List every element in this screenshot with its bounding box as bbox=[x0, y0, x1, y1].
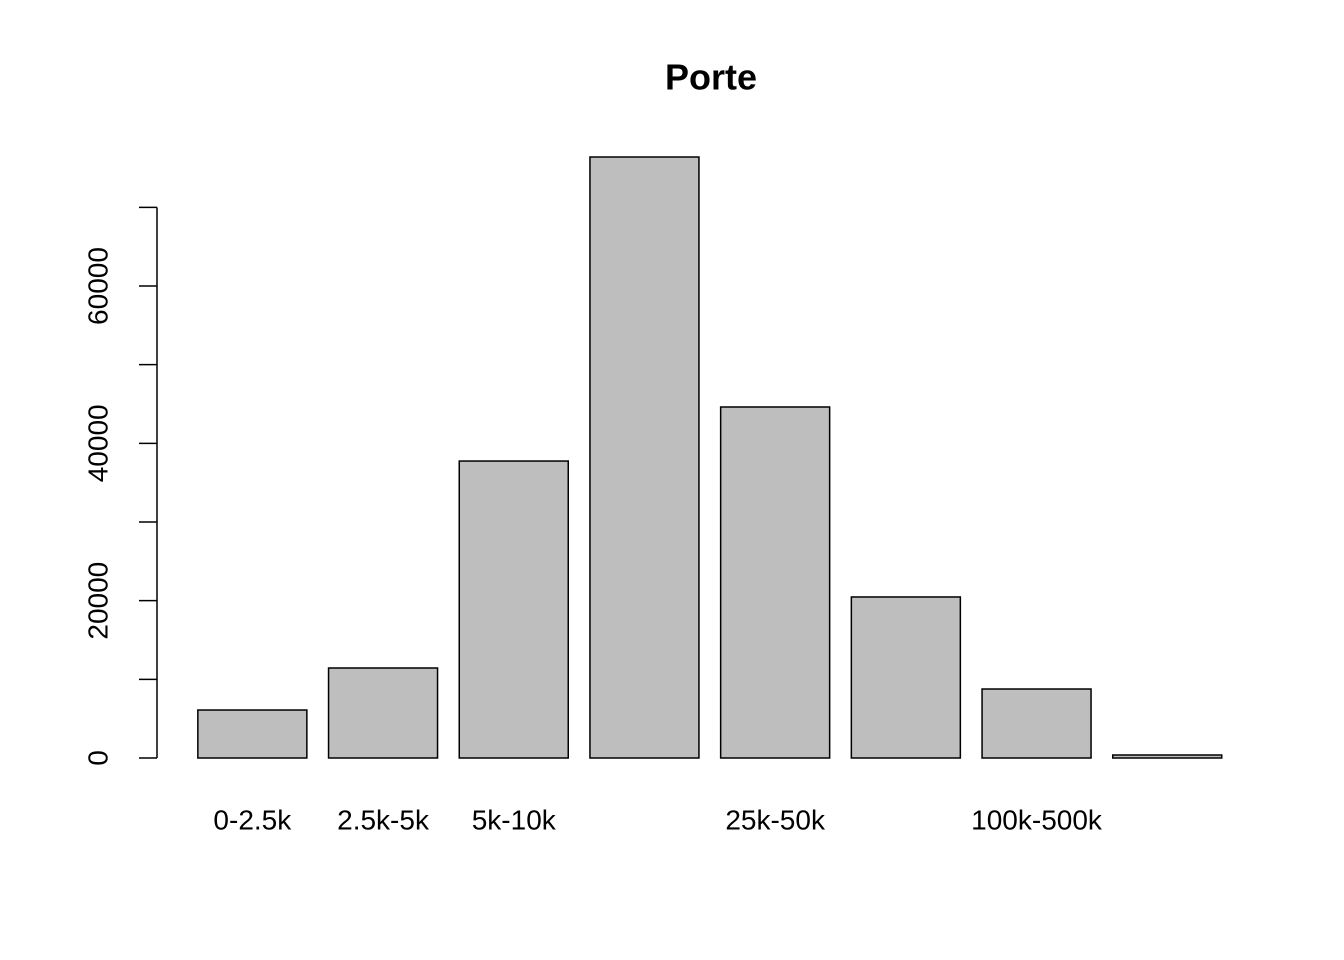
x-tick-label: 25k-50k bbox=[725, 804, 826, 835]
bar bbox=[197, 709, 308, 759]
bar bbox=[458, 460, 569, 759]
bar bbox=[981, 688, 1092, 759]
y-tick-label: 40000 bbox=[82, 404, 113, 482]
x-tick-label: 2.5k-5k bbox=[337, 804, 430, 835]
bar bbox=[589, 156, 700, 759]
chart-title: Porte bbox=[665, 57, 757, 98]
x-tick-label: 0-2.5k bbox=[213, 804, 292, 835]
bar bbox=[1112, 754, 1223, 759]
y-tick-label: 20000 bbox=[82, 562, 113, 640]
y-tick-label: 60000 bbox=[82, 247, 113, 325]
bar bbox=[719, 406, 831, 759]
bar bbox=[850, 596, 962, 759]
y-tick-label: 0 bbox=[82, 750, 113, 766]
x-tick-label: 5k-10k bbox=[472, 804, 557, 835]
bar bbox=[327, 667, 439, 759]
x-tick-label: 100k-500k bbox=[971, 804, 1103, 835]
